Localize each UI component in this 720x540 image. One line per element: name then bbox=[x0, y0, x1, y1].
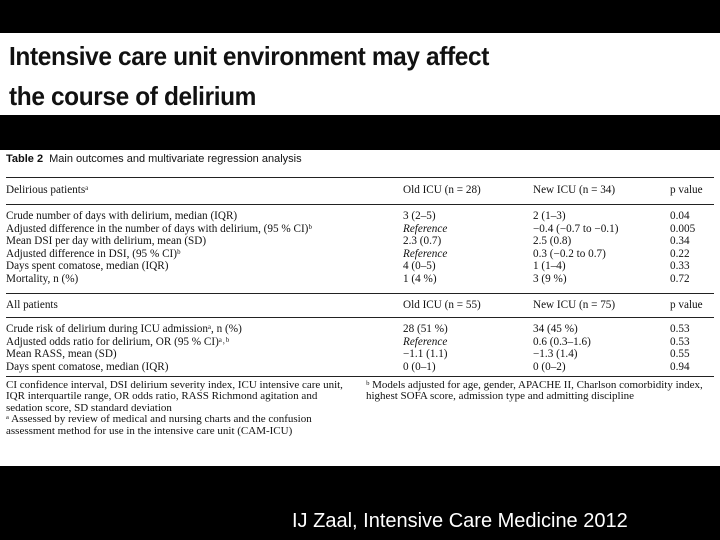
table-row-label: Adjusted difference in DSI, (95 % CI)ᵇ bbox=[6, 247, 181, 260]
results-table: Table 2 Main outcomes and multivariate re… bbox=[0, 150, 720, 466]
table-cell-p: 0.22 bbox=[670, 247, 690, 260]
section1-header-new-icu: New ICU (n = 34) bbox=[533, 184, 616, 196]
slide-title-band: Intensive care unit environment may affe… bbox=[0, 33, 720, 115]
section2-header-old-icu: Old ICU (n = 55) bbox=[403, 299, 481, 311]
table-cell-new: 34 (45 %) bbox=[533, 323, 578, 335]
table-row-label: Mean DSI per day with delirium, mean (SD… bbox=[6, 235, 207, 248]
table-cell-p: 0.005 bbox=[670, 222, 696, 235]
section1-header-label: Delirious patientsᵃ bbox=[6, 184, 89, 196]
footnote-abbreviations: CI confidence interval, DSI delirium sev… bbox=[6, 379, 343, 414]
table-cell-old: Reference bbox=[403, 247, 448, 260]
table-cell-old: 4 (0–5) bbox=[403, 260, 436, 273]
table-cell-old: 1 (4 %) bbox=[403, 273, 437, 285]
table-cell-p: 0.72 bbox=[670, 273, 690, 285]
table-cell-new: 0.3 (−0.2 to 0.7) bbox=[533, 247, 606, 260]
table-cell-new: 0.6 (0.3–1.6) bbox=[533, 335, 591, 348]
slide-title-line-2: the course of delirium bbox=[9, 81, 257, 111]
section1-header-old-icu: Old ICU (n = 28) bbox=[403, 184, 481, 196]
table-footnotes-left: CI confidence interval, DSI delirium sev… bbox=[6, 379, 356, 437]
table-cell-new: −1.3 (1.4) bbox=[533, 348, 578, 361]
table-cell-new: −0.4 (−0.7 to −0.1) bbox=[533, 222, 619, 235]
slide-title-line-1: Intensive care unit environment may affe… bbox=[9, 41, 489, 71]
table-cell-p: 0.04 bbox=[670, 210, 690, 222]
table-cell-old: Reference bbox=[403, 222, 448, 235]
table-row-label: Adjusted odds ratio for delirium, OR (95… bbox=[6, 335, 230, 348]
table-row-label: Crude risk of delirium during ICU admiss… bbox=[6, 323, 242, 335]
table-rule-section1 bbox=[6, 204, 714, 205]
table-cell-old: −1.1 (1.1) bbox=[403, 348, 448, 361]
table-caption-label: Table 2 bbox=[6, 153, 44, 165]
section2-header-new-icu: New ICU (n = 75) bbox=[533, 299, 616, 311]
table-row-label: Mean RASS, mean (SD) bbox=[6, 348, 117, 361]
table-cell-old: 0 (0–1) bbox=[403, 360, 436, 373]
table-cell-old: Reference bbox=[403, 335, 448, 348]
table-cell-old: 28 (51 %) bbox=[403, 323, 448, 335]
footnote-a: ᵃ Assessed by review of medical and nurs… bbox=[6, 413, 312, 437]
footnote-b: ᵇ Models adjusted for age, gender, APACH… bbox=[366, 379, 703, 403]
slide-citation: IJ Zaal, Intensive Care Medicine 2012 bbox=[292, 510, 628, 532]
table-cell-p: 0.55 bbox=[670, 348, 690, 361]
table-cell-old: 3 (2–5) bbox=[403, 210, 436, 222]
table-row-label: Adjusted difference in the number of day… bbox=[6, 222, 312, 235]
table-rule-top bbox=[6, 177, 714, 178]
table-rule-between-sections bbox=[6, 293, 714, 294]
table-cell-p: 0.53 bbox=[670, 335, 690, 348]
table-cell-new: 1 (1–4) bbox=[533, 260, 566, 273]
section2-header-label: All patients bbox=[6, 299, 58, 311]
table-cell-p: 0.34 bbox=[670, 235, 690, 248]
section2-header-p-value: p value bbox=[670, 299, 703, 311]
table-cell-new: 2 (1–3) bbox=[533, 210, 566, 222]
table-cell-new: 0 (0–2) bbox=[533, 360, 566, 373]
section1-header-p-value: p value bbox=[670, 184, 703, 196]
table-row-label: Days spent comatose, median (IQR) bbox=[6, 360, 169, 373]
table-rule-section2 bbox=[6, 317, 714, 318]
table-cell-p: 0.33 bbox=[670, 260, 690, 273]
table-row-label: Mortality, n (%) bbox=[6, 273, 79, 285]
table-footnotes-right: ᵇ Models adjusted for age, gender, APACH… bbox=[366, 379, 711, 403]
table-row-label: Crude number of days with delirium, medi… bbox=[6, 210, 238, 222]
table-rule-bottom bbox=[6, 376, 714, 377]
table-cell-p: 0.53 bbox=[670, 323, 690, 335]
table-cell-p: 0.94 bbox=[670, 360, 690, 373]
table-caption: Table 2 Main outcomes and multivariate re… bbox=[6, 153, 302, 166]
table-cell-new: 2.5 (0.8) bbox=[533, 235, 572, 248]
table-row-label: Days spent comatose, median (IQR) bbox=[6, 260, 169, 273]
table-cell-old: 2.3 (0.7) bbox=[403, 235, 442, 248]
table-cell-new: 3 (9 %) bbox=[533, 273, 567, 285]
table-caption-text: Main outcomes and multivariate regressio… bbox=[49, 153, 302, 165]
